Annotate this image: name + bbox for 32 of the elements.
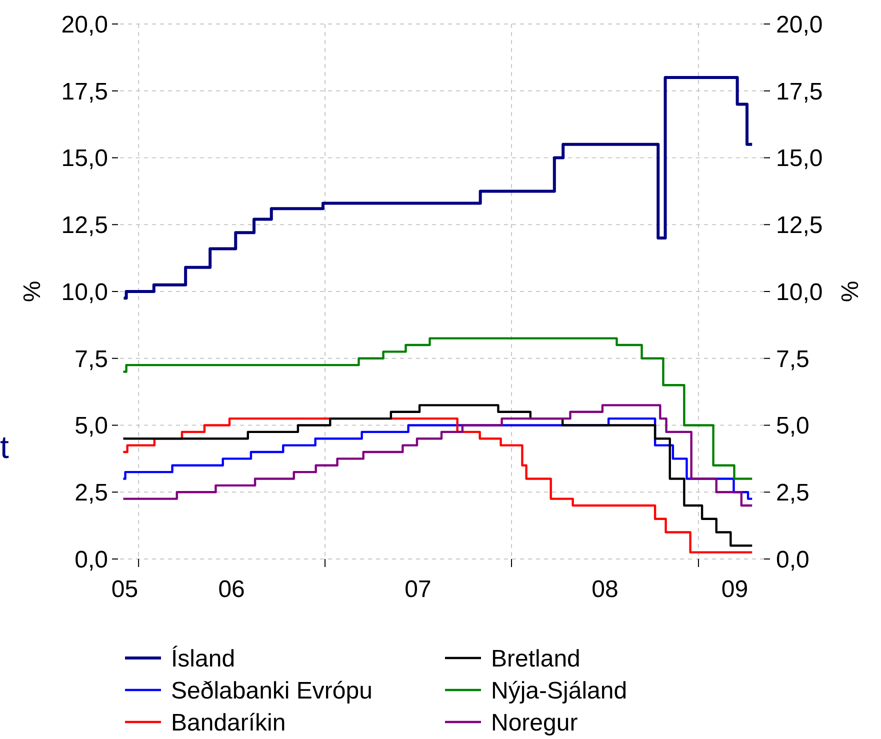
text: t	[0, 429, 9, 465]
legend-label: Nýja-Sjáland	[491, 677, 628, 704]
y2-tick-label: 17,5	[776, 78, 823, 106]
y2-tick-label: 12,5	[776, 212, 823, 240]
y2-tick-label: 0,0	[776, 546, 810, 574]
y-tick-label: 20,0	[61, 11, 108, 38]
x-tick-label: 06	[218, 576, 245, 603]
y2-tick-label: 10,0	[776, 278, 823, 306]
y-tick-label: 5,0	[74, 412, 108, 440]
x-tick-label: 09	[721, 576, 748, 603]
y2-tick-label: 20,0	[776, 11, 823, 38]
y-tick-label: 0,0	[74, 546, 108, 574]
y2-axis-title: %	[837, 280, 864, 302]
legend-label: Bandaríkin	[171, 709, 286, 736]
legend-label: Bretland	[491, 645, 580, 672]
y2-tick-label: 2,5	[776, 480, 810, 507]
legend-label: Noregur	[491, 709, 578, 736]
legend-label: Ísland	[171, 645, 236, 672]
y-axis-title: %	[19, 280, 46, 302]
x-tick-label: 07	[404, 576, 432, 603]
y2-tick-label: 5,0	[776, 412, 810, 440]
y-tick-label: 12,5	[61, 212, 108, 240]
y-tick-label: 10,0	[61, 278, 108, 306]
legend-label: Seðlabanki Evrópu	[171, 677, 372, 704]
y-tick-label: 2,5	[74, 480, 108, 507]
y2-tick-label: 7,5	[776, 346, 810, 373]
y-tick-label: 15,0	[61, 145, 108, 172]
x-tick-label: 05	[111, 576, 138, 603]
y2-tick-label: 15,0	[776, 145, 823, 172]
y-tick-label: 17,5	[61, 78, 108, 106]
y-tick-label: 7,5	[74, 346, 108, 373]
x-tick-label: 08	[592, 576, 618, 603]
